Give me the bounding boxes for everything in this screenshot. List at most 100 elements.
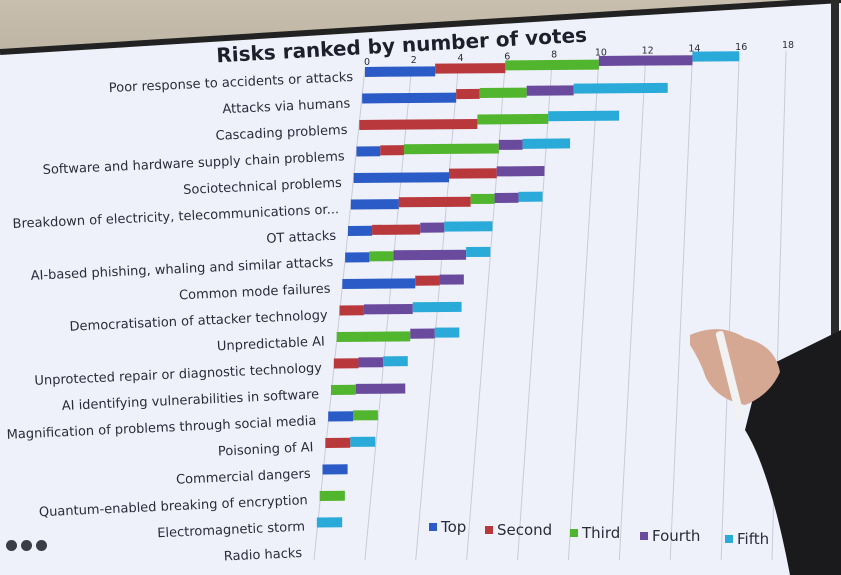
bar-segment <box>369 251 394 262</box>
bar-segment <box>316 517 343 528</box>
category-label: Unprotected repair or diagnostic technol… <box>34 361 322 389</box>
next-icon[interactable] <box>36 540 47 551</box>
bar-segment <box>415 275 440 286</box>
bar-segment <box>380 145 404 156</box>
category-label: Democratisation of attacker technology <box>69 308 328 335</box>
category-label: Commercial dangers <box>176 467 311 488</box>
category-label: Common mode failures <box>179 282 331 304</box>
bar-segment <box>470 193 495 205</box>
bar-segment <box>466 246 491 258</box>
bar-segment <box>393 249 467 261</box>
bar-segment <box>325 437 351 448</box>
x-tick-label: 12 <box>642 46 654 57</box>
category-label: Quantum-enabled breaking of encryption <box>39 493 309 520</box>
legend-swatch <box>640 532 648 540</box>
grid-line <box>517 60 553 561</box>
grid-line <box>618 56 647 561</box>
bar-segment <box>319 490 345 501</box>
x-tick-label: 4 <box>458 53 464 64</box>
category-label: Software and hardware supply chain probl… <box>42 149 345 178</box>
bar-segment <box>449 168 497 179</box>
bar-segment <box>355 383 406 394</box>
grid-line <box>567 58 600 561</box>
prev-icon[interactable] <box>6 540 17 551</box>
bar-segment <box>692 51 740 62</box>
bar-segment <box>331 384 356 395</box>
bar-segment <box>328 411 354 422</box>
bar-segment <box>333 358 359 369</box>
legend-label: Fifth <box>737 530 769 548</box>
slide-controls[interactable] <box>6 540 47 551</box>
category-labels: Poor response to accidents or attacksAtt… <box>6 70 353 565</box>
menu-icon[interactable] <box>21 540 32 551</box>
x-tick-label: 16 <box>735 42 747 53</box>
x-tick-label: 10 <box>595 48 607 59</box>
x-axis-ticks: 0 2 4 6 8 10 12 14 16 18 <box>364 40 794 68</box>
bar-segment <box>350 436 376 447</box>
grid-line <box>771 50 787 561</box>
x-tick-label: 8 <box>551 49 557 60</box>
bar-segment <box>350 199 399 210</box>
legend: Top Second Third Fourth Fifth <box>429 518 769 548</box>
bar-segment <box>439 274 464 285</box>
bar-segment <box>505 59 599 71</box>
bar-segment <box>365 66 436 77</box>
category-label: Magnification of problems through social… <box>6 414 316 443</box>
category-label: Cascading problems <box>215 123 348 144</box>
legend-label: Top <box>440 518 466 536</box>
category-label: Radio hacks <box>224 546 303 565</box>
bar-segment <box>456 88 480 100</box>
bar-segment <box>494 192 519 203</box>
category-label: Sociotechnical problems <box>183 176 342 198</box>
legend-swatch <box>429 523 437 531</box>
bar-segment <box>598 55 693 66</box>
category-label: Poor response to accidents or attacks <box>109 70 354 96</box>
category-label: OT attacks <box>266 229 337 247</box>
bar-segment <box>518 191 543 202</box>
grid-line <box>720 52 740 561</box>
bar-segment <box>435 63 506 74</box>
bar-segment <box>410 328 435 339</box>
bar-segment <box>498 139 523 150</box>
category-label: Breakdown of electricity, telecommunicat… <box>12 202 339 232</box>
legend-swatch <box>485 526 493 534</box>
bar-segment <box>548 110 620 122</box>
bar-segment <box>358 357 384 368</box>
x-tick-label: 0 <box>364 57 370 68</box>
bar-segment <box>496 166 545 177</box>
x-tick-label: 6 <box>504 51 510 62</box>
bar-segment <box>398 196 471 208</box>
bar-segment <box>383 356 408 367</box>
bar-segment <box>444 221 493 232</box>
x-tick-label: 2 <box>411 55 417 66</box>
category-label: Electromagnetic storm <box>157 520 305 542</box>
legend-swatch <box>570 529 578 537</box>
legend-swatch <box>725 535 733 543</box>
grid-line <box>466 62 506 561</box>
bar-segment <box>573 82 668 94</box>
x-tick-label: 14 <box>688 44 700 55</box>
category-label: Unpredictable AI <box>217 334 325 354</box>
bar-segment <box>412 301 462 313</box>
bar-segment <box>359 118 478 130</box>
bar-segment <box>342 278 416 289</box>
bar-segment <box>403 143 499 155</box>
bar-segment <box>339 305 364 316</box>
bar-segment <box>322 464 348 475</box>
bar-segment <box>348 225 373 236</box>
bar-segment <box>362 92 457 104</box>
bar-segment <box>345 252 370 263</box>
x-tick-label: 18 <box>782 40 794 51</box>
bar-segment <box>526 85 574 96</box>
bars <box>316 51 740 528</box>
bar-segment <box>356 146 381 157</box>
bar-segment <box>363 304 413 315</box>
legend-label: Fourth <box>652 527 700 545</box>
grid-line <box>669 54 693 561</box>
bar-segment <box>420 222 445 233</box>
bar-segment <box>477 113 549 125</box>
bar-segment <box>353 172 450 183</box>
legend-label: Second <box>497 521 552 539</box>
bar-segment <box>353 410 378 421</box>
